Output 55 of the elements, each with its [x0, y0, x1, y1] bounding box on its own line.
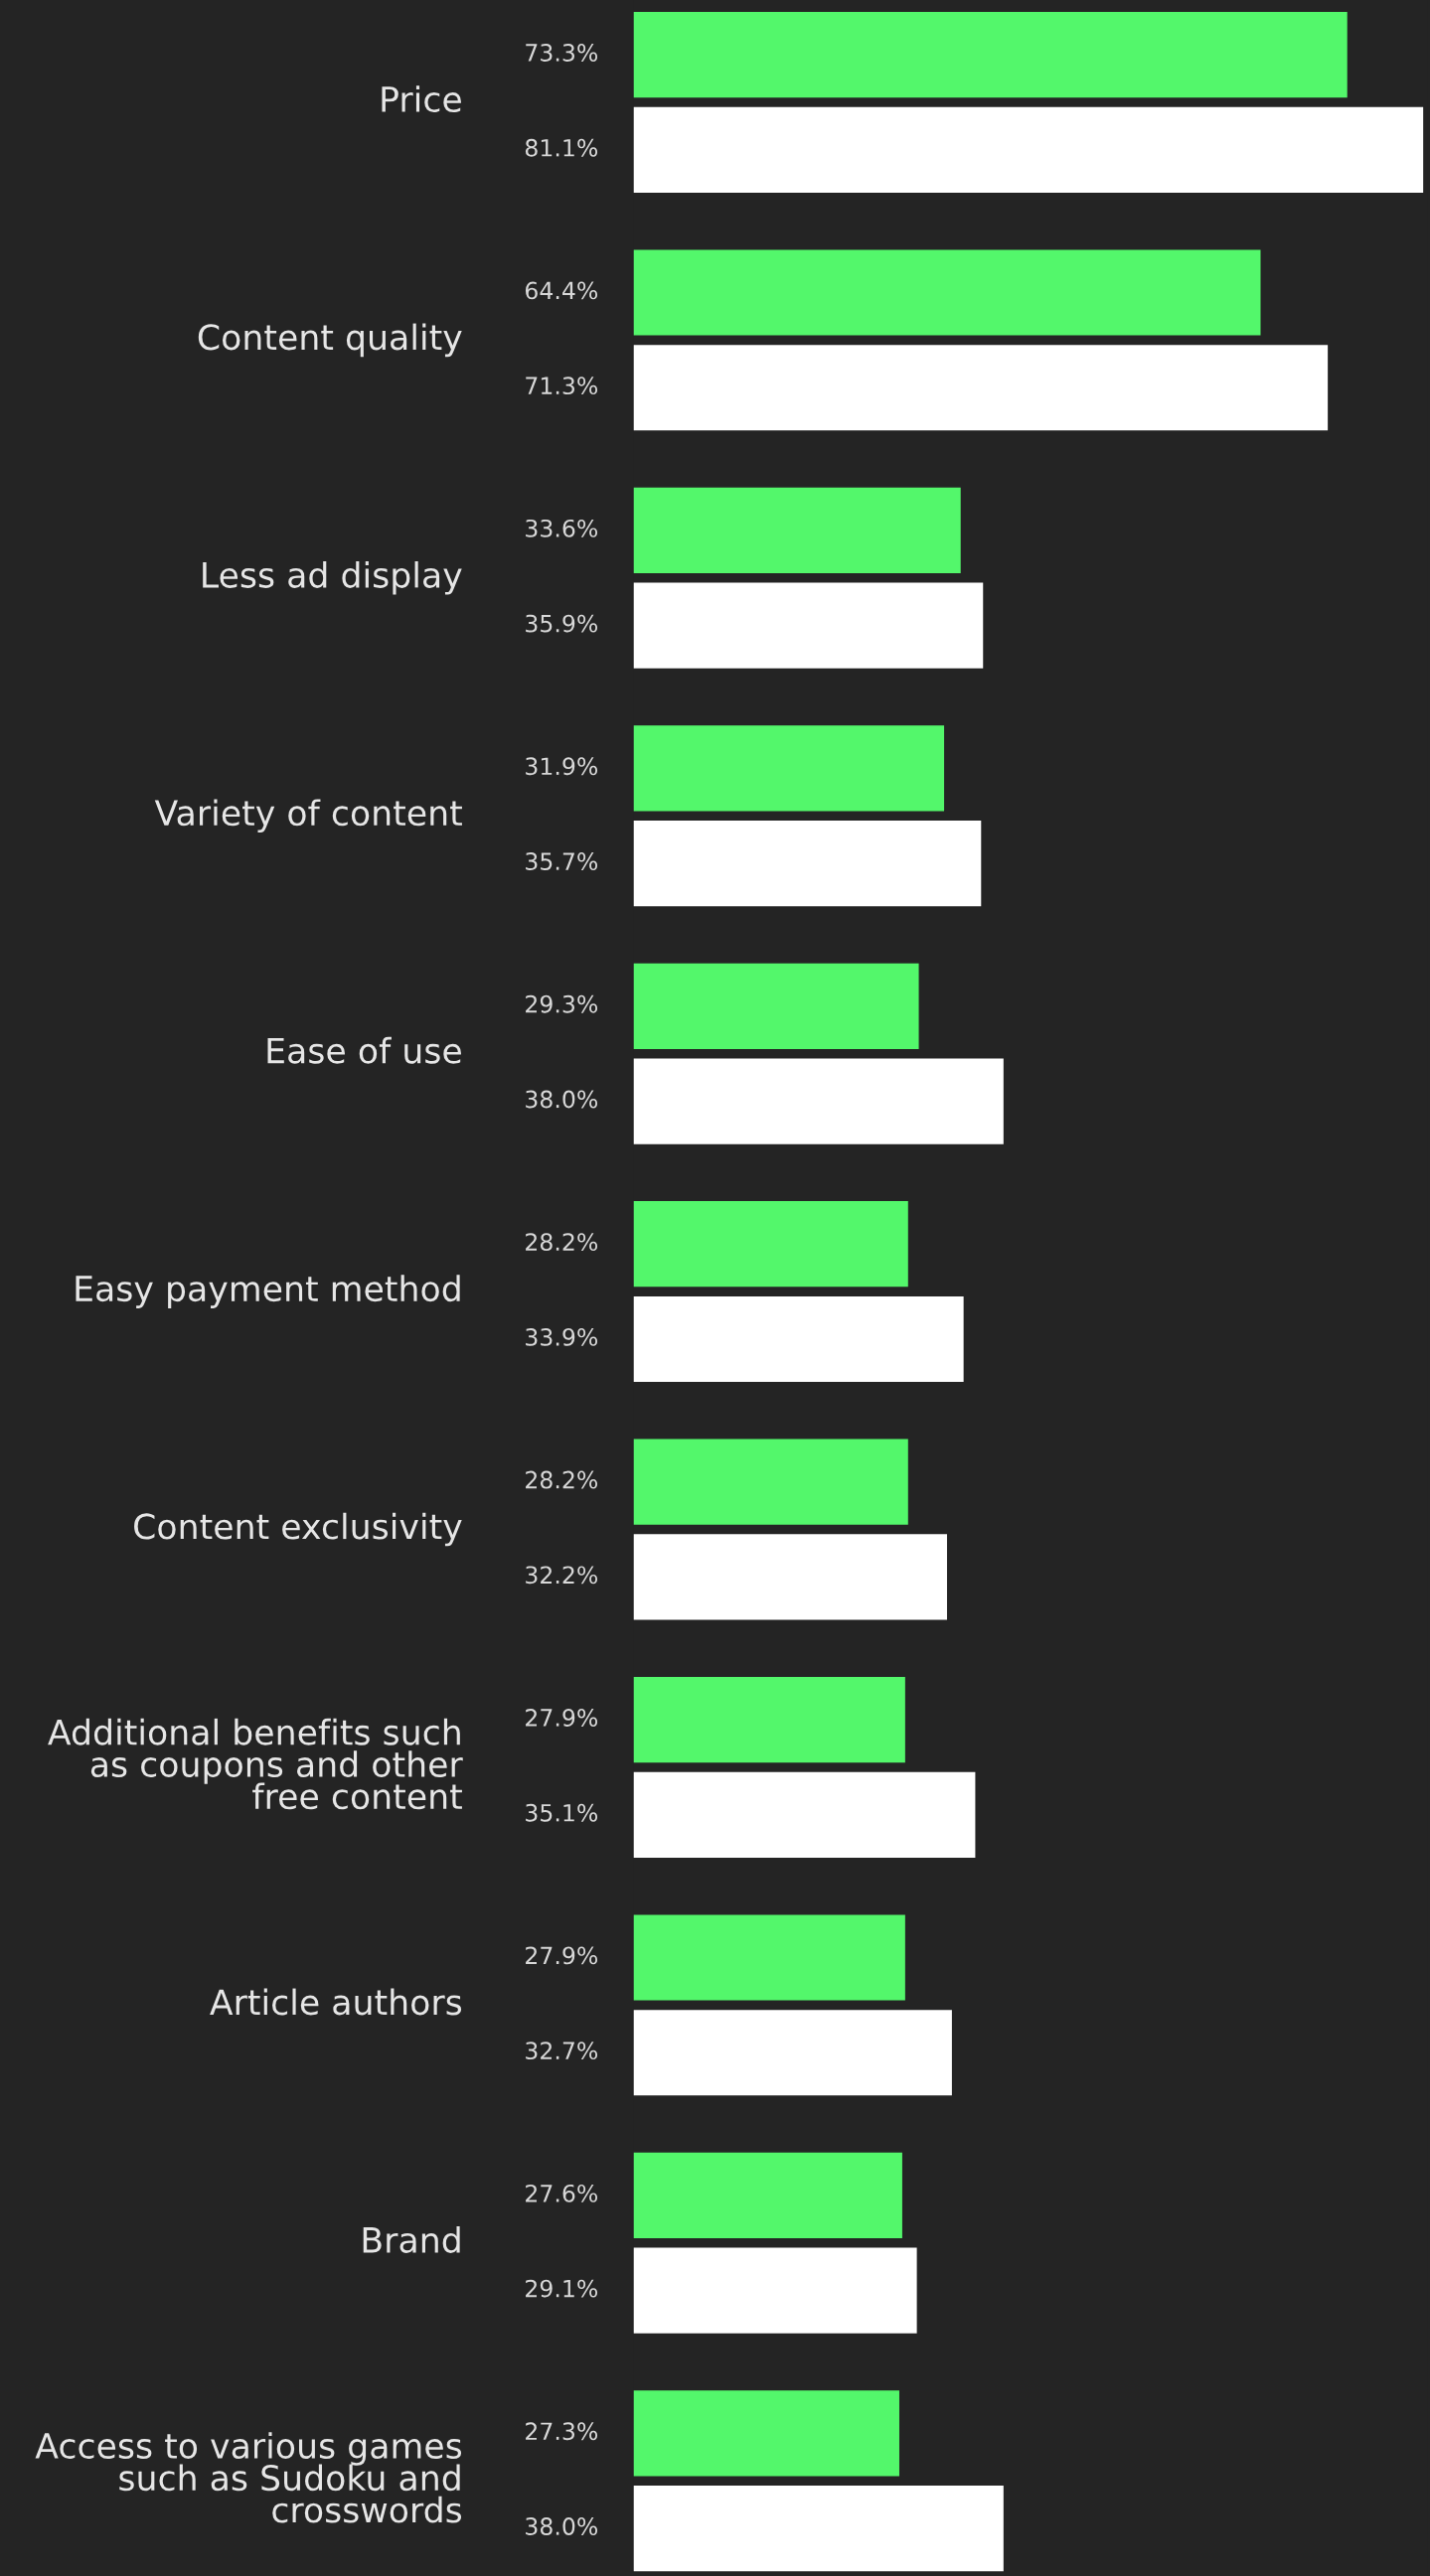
y-tick-label: Ease of use: [267, 1036, 461, 1064]
data-label: 29.1%: [526, 2279, 598, 2298]
y-tick-label: Price: [382, 85, 461, 113]
y-tick-label: Easy payment method: [76, 1275, 460, 1308]
y-tick-label: Additional benefits such as coupons and other free content: [48, 1718, 463, 1810]
bar: [633, 725, 945, 812]
y-tick-label: Brand: [363, 2226, 460, 2253]
bar: [633, 1058, 1004, 1144]
data-label: 33.9%: [526, 1327, 598, 1346]
data-label: 64.4%: [525, 281, 598, 300]
data-label: 32.2%: [526, 1566, 598, 1585]
bar: [633, 1534, 947, 1620]
data-label: 38.0%: [526, 1090, 598, 1109]
y-tick-label: Content exclusivity: [134, 1512, 462, 1547]
y-tick-label: Less ad display: [203, 561, 462, 595]
bar: [633, 582, 984, 669]
data-label: 28.2%: [526, 1470, 598, 1489]
bar: [633, 2247, 917, 2334]
data-label: 38.0%: [526, 2517, 598, 2535]
data-label: 29.3%: [526, 994, 598, 1013]
data-label: 81.1%: [525, 138, 598, 157]
bar: [633, 821, 982, 907]
bar: [633, 2152, 902, 2239]
y-tick-label: Article authors: [210, 1988, 462, 2016]
data-label: 35.1%: [526, 1803, 598, 1822]
bar: [633, 2010, 952, 2096]
data-label: 32.7%: [526, 2042, 598, 2060]
data-label: 35.9%: [526, 614, 598, 633]
bar: [633, 1676, 905, 1763]
bar: [633, 249, 1261, 336]
data-label: 35.7%: [526, 852, 598, 870]
bar: [633, 963, 919, 1049]
y-tick-label: Variety of content: [154, 799, 462, 833]
y-tick-label: Access to various games such as Sudoku and crosswords: [35, 2432, 462, 2523]
bar: [633, 1771, 976, 1858]
data-label: 27.9%: [526, 1946, 598, 1965]
bar: [633, 1201, 908, 1288]
data-label: 27.9%: [526, 1709, 598, 1727]
data-label: 31.9%: [526, 757, 598, 776]
bar: [633, 1295, 964, 1383]
bar: [633, 11, 1348, 98]
bar: [633, 2486, 1004, 2572]
bar: [633, 1439, 908, 1525]
y-tick-label: Content quality: [198, 323, 462, 358]
bar: [633, 345, 1329, 431]
bar: [633, 106, 1424, 193]
data-label: 73.3%: [526, 44, 598, 62]
data-label: 71.3%: [526, 377, 598, 395]
bar: [633, 1914, 905, 2001]
data-label: 33.6%: [526, 519, 598, 537]
data-label: 27.3%: [526, 2422, 598, 2441]
data-label: 28.2%: [526, 1233, 598, 1252]
bar: [633, 2390, 899, 2477]
data-label: 27.6%: [526, 2184, 598, 2202]
bar: [633, 487, 961, 574]
